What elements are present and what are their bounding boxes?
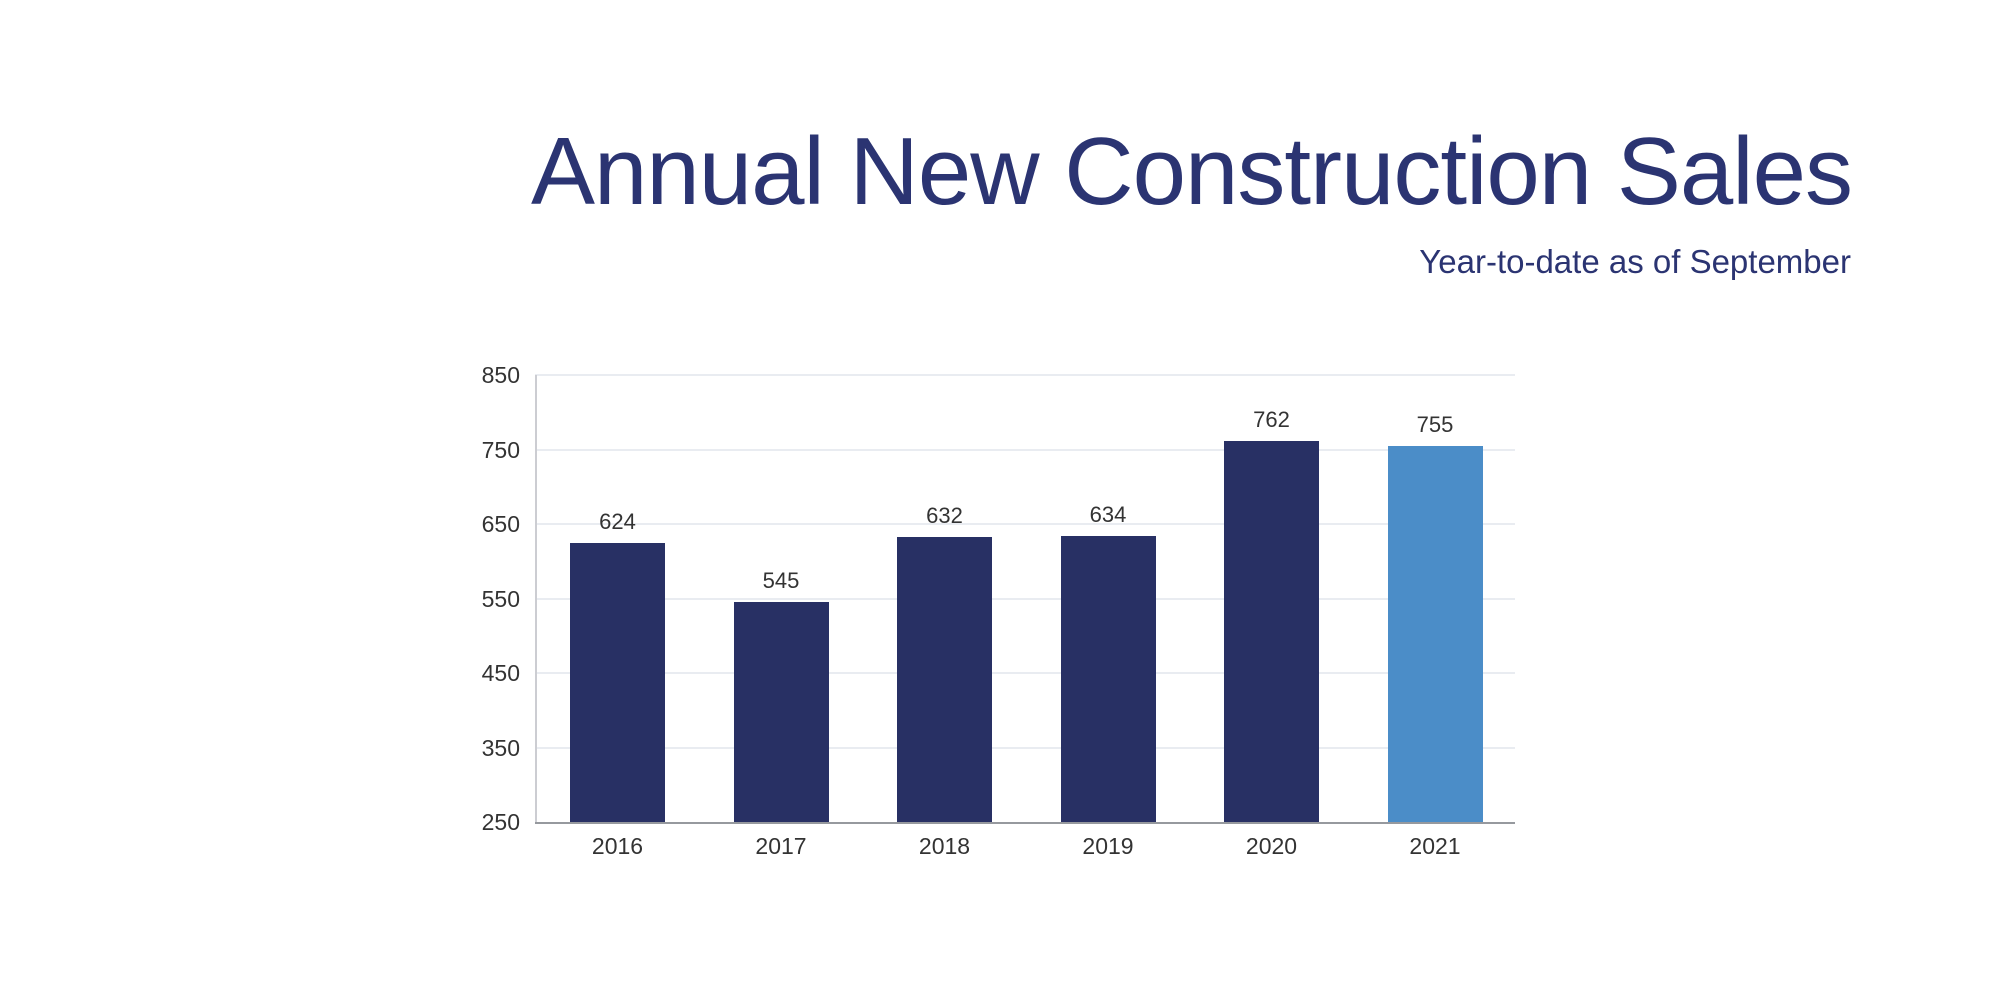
gridline-750 — [535, 448, 1515, 451]
y-tick-label-550: 550 — [481, 585, 520, 612]
bar-value-label-2020: 762 — [1253, 406, 1290, 432]
bar-value-label-2017: 545 — [762, 568, 800, 594]
x-tick-label-2019: 2019 — [1082, 833, 1134, 859]
gridline-550 — [535, 597, 1515, 600]
y-axis-line — [535, 375, 537, 822]
bar-value-label-2018: 632 — [926, 503, 963, 529]
gridline-850 — [535, 374, 1515, 376]
bar-2021 — [1387, 445, 1483, 822]
bar-2018 — [897, 537, 992, 822]
bar-chart-plot-area: 250 350 450 550 650 750 850 624 545 632 634 762 755… — [482, 362, 1515, 859]
gridline-650 — [535, 523, 1515, 525]
y-tick-label-750: 750 — [481, 436, 520, 463]
gridline-450 — [535, 672, 1515, 674]
y-tick-label-650: 650 — [481, 511, 520, 537]
bar-2016 — [570, 543, 665, 822]
bar-2017 — [733, 602, 829, 822]
y-tick-label-250: 250 — [481, 809, 520, 835]
bar-2019 — [1060, 535, 1156, 822]
x-tick-label-2018: 2018 — [918, 833, 971, 859]
x-axis-line — [535, 822, 1515, 824]
chart-subtitle: Year-to-date as of September — [1419, 243, 1851, 280]
y-tick-label-850: 850 — [481, 362, 520, 388]
bar-value-label-2019: 634 — [1089, 501, 1127, 527]
x-tick-label-2016: 2016 — [591, 833, 644, 859]
x-tick-label-2020: 2020 — [1245, 833, 1298, 859]
x-tick-label-2021: 2021 — [1409, 833, 1461, 859]
x-tick-label-2017: 2017 — [755, 833, 807, 859]
chart-title: Annual New Construction Sales — [530, 118, 1853, 225]
bar-value-label-2021: 755 — [1416, 411, 1454, 437]
gridline-350 — [535, 746, 1515, 749]
y-tick-label-450: 450 — [481, 660, 520, 686]
bar-value-label-2016: 624 — [599, 509, 636, 535]
bar-2020 — [1224, 440, 1319, 822]
y-tick-label-350: 350 — [481, 734, 520, 761]
